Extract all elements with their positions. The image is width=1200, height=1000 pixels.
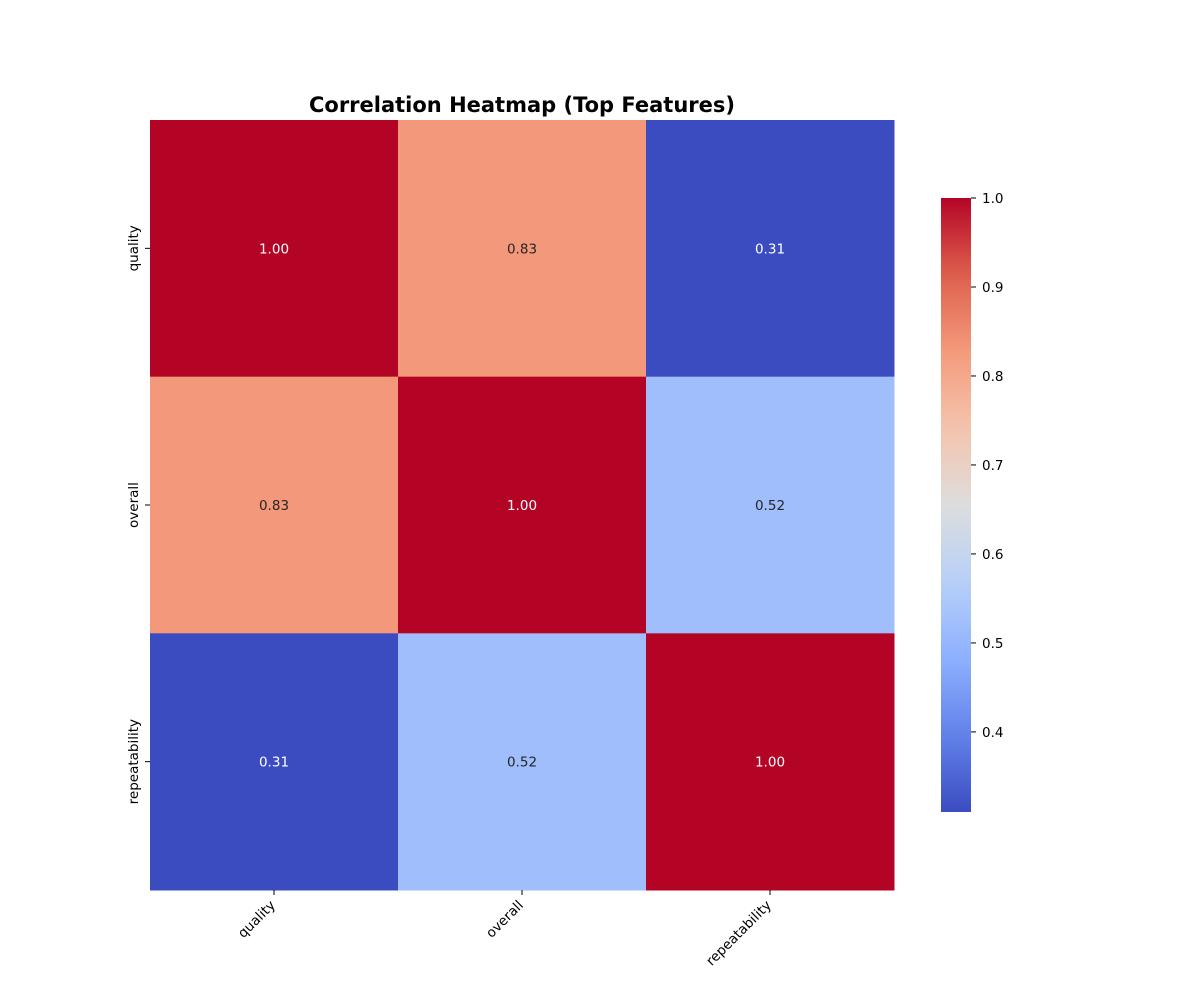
cell-value-label: 0.52 bbox=[755, 498, 785, 514]
y-axis: quality overall repeatability bbox=[126, 225, 150, 804]
y-tick-label-repeatability: repeatability bbox=[126, 719, 142, 804]
colorbar-tick-label: 1.0 bbox=[982, 191, 1003, 207]
x-axis: quality overall repeatability bbox=[235, 890, 775, 969]
chart-title: Correlation Heatmap (Top Features) bbox=[309, 93, 735, 117]
cell-value-label: 0.31 bbox=[259, 755, 289, 771]
cell-value-label: 0.31 bbox=[755, 241, 785, 257]
colorbar-tick-label: 0.4 bbox=[982, 725, 1003, 741]
heatmap-cell-quality-overall bbox=[398, 120, 647, 378]
colorbar-tick-label: 0.6 bbox=[982, 547, 1003, 563]
x-tick-label-quality: quality bbox=[235, 898, 279, 942]
colorbar: 0.4 0.5 0.6 0.7 0.8 0.9 1.0 bbox=[941, 191, 1003, 812]
x-tick-label-repeatability: repeatability bbox=[703, 898, 775, 970]
x-tick-label-overall: overall bbox=[483, 898, 527, 942]
cell-value-label: 1.00 bbox=[259, 241, 289, 257]
cell-value-label: 0.52 bbox=[507, 755, 537, 771]
cell-value-label: 1.00 bbox=[507, 498, 537, 514]
cell-value-label: 1.00 bbox=[755, 755, 785, 771]
heatmap-cell-repeatability-quality bbox=[150, 633, 399, 891]
colorbar-tick-label: 0.5 bbox=[982, 636, 1003, 652]
heatmap-cell-repeatability-repeatability bbox=[646, 633, 895, 891]
heatmap-cell-overall-overall bbox=[398, 376, 647, 634]
y-tick-label-quality: quality bbox=[126, 225, 142, 271]
heatmap-grid: 1.00 0.83 0.31 0.83 1.00 0.52 0.31 0.52 1.00 bbox=[150, 120, 895, 891]
colorbar-tick-label: 0.9 bbox=[982, 280, 1003, 296]
colorbar-tick-label: 0.8 bbox=[982, 369, 1003, 385]
cell-value-label: 0.83 bbox=[507, 241, 537, 257]
heatmap-cell-quality-quality bbox=[150, 120, 399, 378]
heatmap-cell-overall-quality bbox=[150, 376, 399, 634]
heatmap-cell-quality-repeatability bbox=[646, 120, 895, 378]
y-tick-label-overall: overall bbox=[126, 482, 142, 528]
colorbar-gradient bbox=[941, 198, 971, 812]
cell-value-label: 0.83 bbox=[259, 498, 289, 514]
heatmap-cell-overall-repeatability bbox=[646, 376, 895, 634]
heatmap-cell-repeatability-overall bbox=[398, 633, 647, 891]
colorbar-tick-label: 0.7 bbox=[982, 458, 1003, 474]
